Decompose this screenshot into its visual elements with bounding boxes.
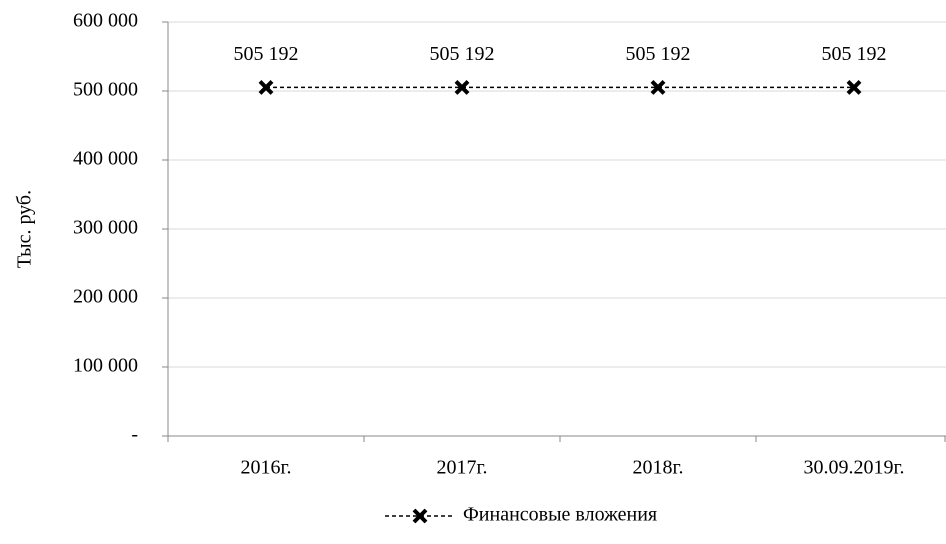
y-tick-label: 400 000 [73, 148, 138, 170]
y-tick-label: 100 000 [73, 355, 138, 377]
point-marker [258, 80, 274, 95]
y-axis-label: Тыс. руб. [14, 190, 36, 268]
data-label: 505 192 [822, 43, 887, 65]
x-tick-label: 2018г. [633, 457, 684, 479]
x-tick-label: 2017г. [437, 457, 488, 479]
data-label: 505 192 [626, 43, 691, 65]
x-tick-label: 30.09.2019г. [804, 457, 905, 479]
y-tick-label: 600 000 [73, 10, 138, 32]
data-label: 505 192 [430, 43, 495, 65]
legend-label: Финансовые вложения [463, 504, 657, 526]
y-tick-label: - [131, 424, 138, 446]
point-marker [454, 80, 470, 95]
point-marker [846, 80, 862, 95]
y-tick-label: 200 000 [73, 286, 138, 308]
x-tick-label: 2016г. [241, 457, 292, 479]
y-tick-label: 300 000 [73, 217, 138, 239]
legend-marker [412, 508, 428, 524]
y-tick-label: 500 000 [73, 79, 138, 101]
data-label: 505 192 [234, 43, 299, 65]
point-marker [650, 80, 666, 95]
